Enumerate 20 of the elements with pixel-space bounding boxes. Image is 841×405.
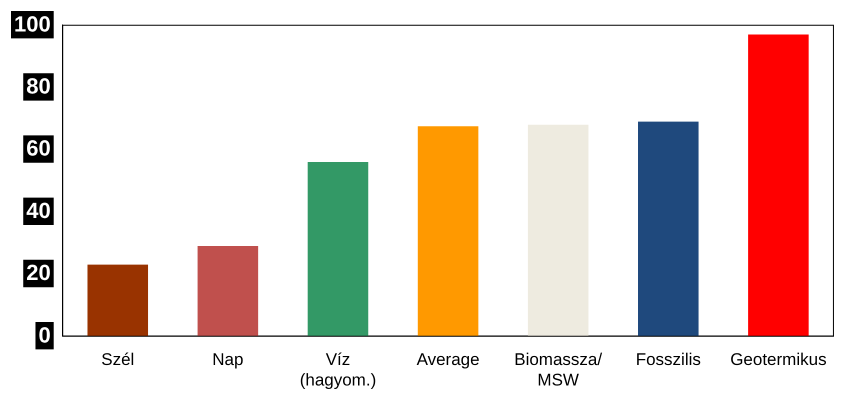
y-tick-label: 60: [26, 136, 51, 161]
bar: [198, 246, 258, 336]
y-tick-label: 40: [26, 198, 51, 223]
x-tick-label: Average: [416, 350, 480, 370]
bar: [748, 34, 809, 336]
y-tick-label: 0: [38, 322, 51, 348]
y-tick-label: 80: [26, 73, 51, 98]
y-tick-label: 100: [14, 11, 51, 36]
bar: [308, 162, 368, 336]
x-tick-label: Nap: [212, 350, 244, 370]
bar: [87, 264, 148, 336]
bar: [638, 122, 699, 336]
x-tick-label: Víz (hagyom.): [300, 350, 376, 390]
x-tick-label: Biomassza/ MSW: [514, 350, 602, 390]
y-tick-label: 20: [26, 260, 51, 286]
x-tick-label: Geotermikus: [730, 350, 827, 370]
x-tick-label: Fosszilis: [636, 350, 701, 370]
x-tick-label: Szél: [101, 350, 134, 370]
bar: [528, 124, 588, 336]
bar: [418, 126, 478, 336]
